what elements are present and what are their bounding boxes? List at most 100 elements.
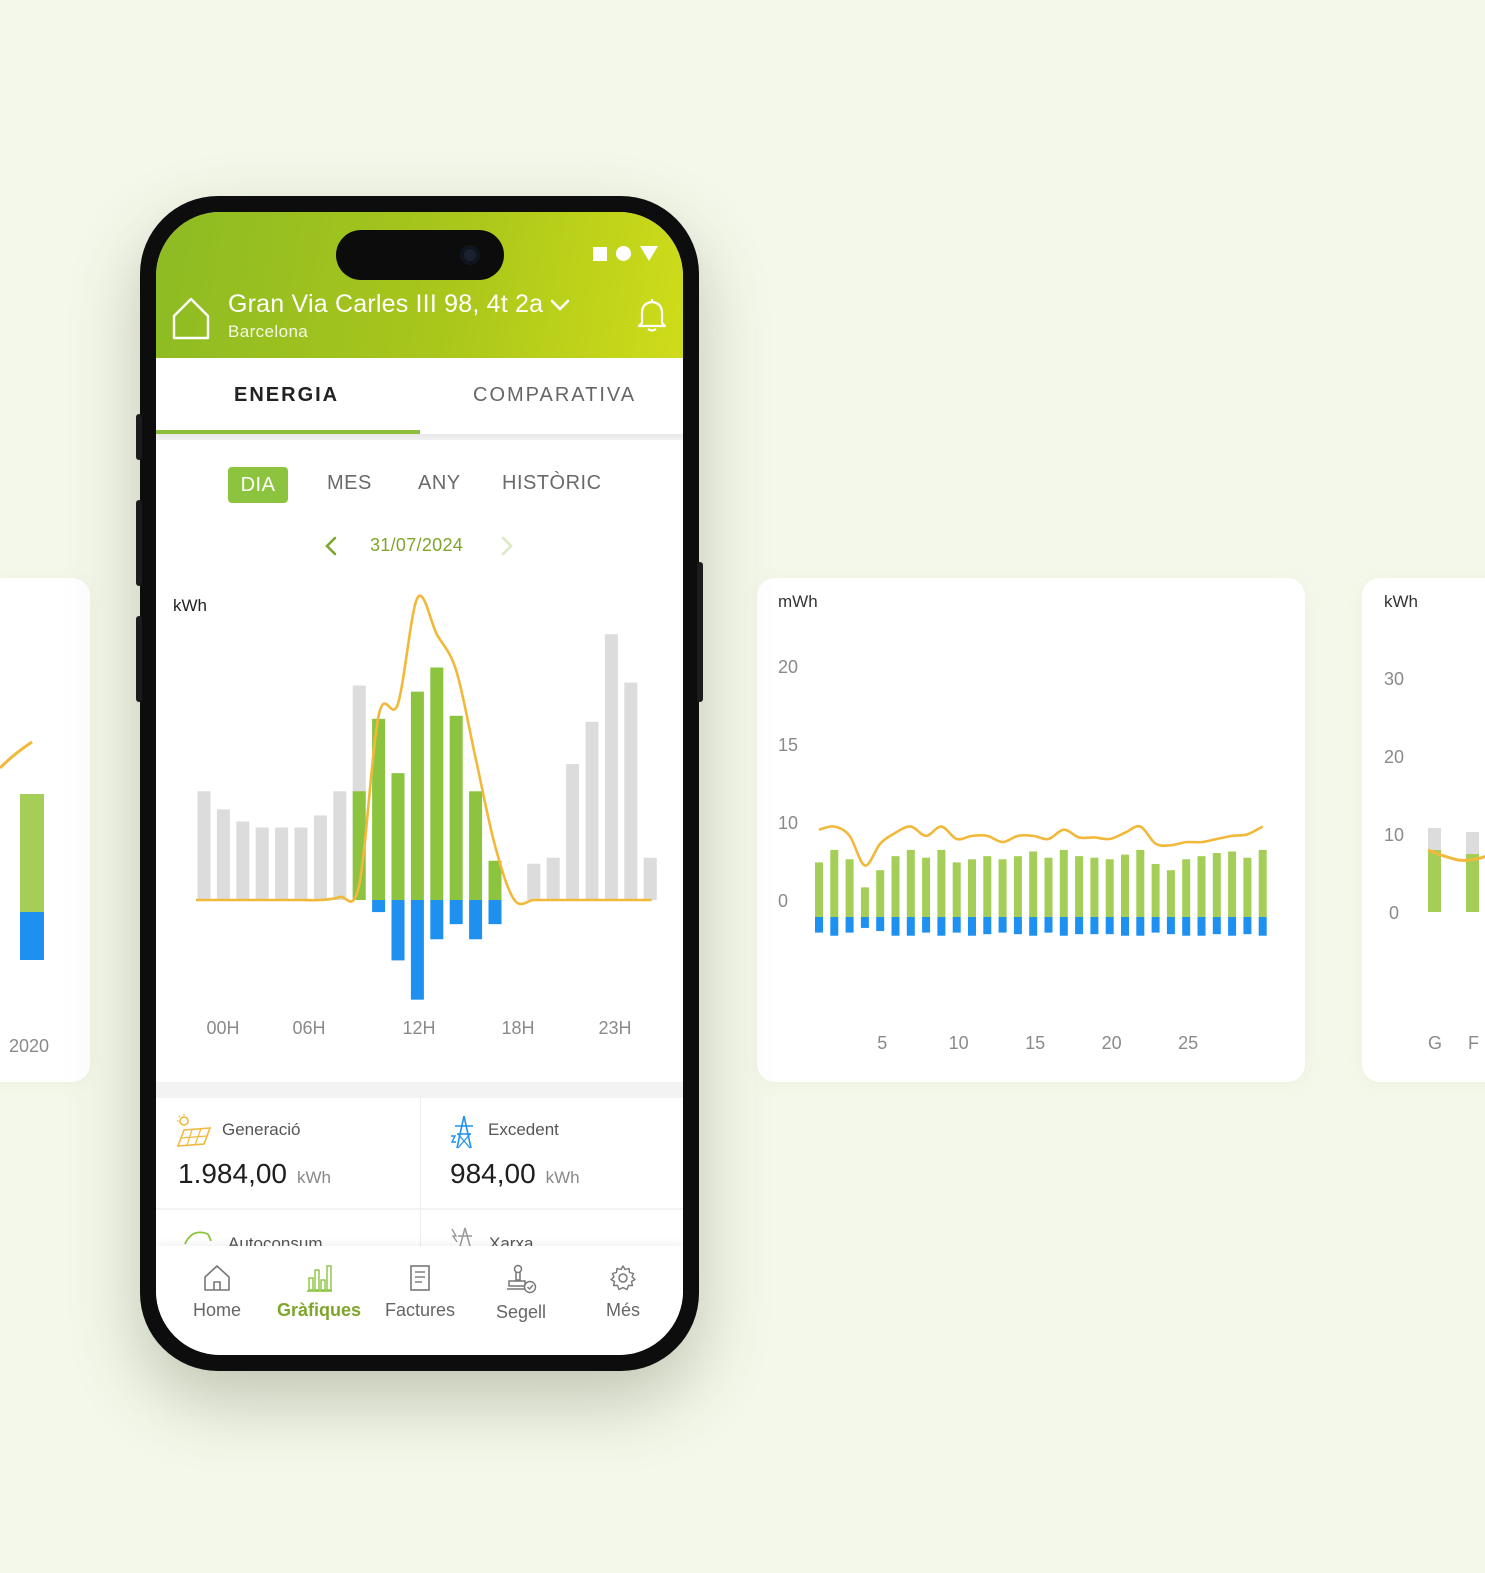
app-header: Gran Via Carles III 98, 4t 2a Barcelona [156,212,683,358]
daily-x-tick: 23H [598,1018,631,1038]
consumption-bar [216,809,230,900]
selected-date: 31/07/2024 [370,535,464,555]
surplus-bar [469,900,483,940]
tab-energia[interactable]: ENERGIA [234,384,340,406]
dynamic-island [336,230,504,280]
consumption-bar [566,764,580,900]
home-icon [204,1265,230,1291]
consumption-bar [527,863,541,900]
period-mes-button[interactable]: MES [327,472,372,494]
surplus-bar [488,900,502,925]
monthly-generation-bar [952,862,961,917]
stats-row: Generació 1.984,00 kWh Excedent 984,00 kWh [156,1098,683,1208]
consumption-bar [585,721,599,900]
nav-grafiques[interactable]: Gràfiques [269,1264,369,1321]
monthly-generation-bar [1166,870,1175,917]
consumption-bar [643,857,657,900]
monthly-generation-bar [1090,857,1099,917]
monthly-surplus-bar [1075,917,1084,935]
consumption-bar [333,791,347,900]
surplus-bar [410,900,424,1000]
period-historic-button[interactable]: HISTÒRIC [502,472,602,494]
period-dia-button[interactable]: DIA [228,467,288,503]
address-city: Barcelona [228,322,309,341]
monthly-unit-label: mWh [778,592,818,611]
nav-mes[interactable]: Més [573,1264,673,1321]
chevron-down-icon[interactable] [550,298,570,312]
stat-excedent[interactable]: Excedent 984,00 kWh [421,1098,683,1208]
monthly-surplus-bar [1228,917,1237,936]
tab-comparativa[interactable]: COMPARATIVA [473,384,637,406]
yearly-y-tick: 30 [1384,669,1404,689]
stat-generacio-value-wrap: 1.984,00 kWh [178,1158,331,1190]
monthly-surplus-bar [968,917,976,936]
monthly-surplus-bar [937,917,946,936]
monthly-generation-bar [1151,863,1160,917]
daily-unit-label: kWh [173,596,207,615]
monthly-surplus-bar [891,917,900,936]
chevron-left-icon[interactable] [324,536,338,556]
monthly-generation-bar [1228,851,1237,917]
monthly-generation-bar [1105,859,1114,917]
monthly-surplus-bar [1212,917,1221,935]
nav-factures[interactable]: Factures [370,1264,470,1321]
invoice-icon [410,1265,430,1291]
phone-frame: Gran Via Carles III 98, 4t 2a Barcelona … [136,196,703,1371]
power-tower-icon [450,1115,473,1149]
historic-line [0,740,33,770]
nav-home[interactable]: Home [167,1264,267,1321]
monthly-generation-bar [845,859,854,917]
stat-generacio-value: 1.984,00 [178,1158,287,1189]
monthly-generation-bar [1044,857,1053,917]
monthly-generation-bar [1059,849,1068,917]
monthly-generation-bar [1075,856,1084,917]
consumption-bar [546,857,560,900]
monthly-surplus-bar [952,917,961,933]
stat-excedent-unit: kWh [545,1168,580,1187]
monthly-generation-bar [891,856,900,917]
monthly-surplus-bar [1258,917,1267,936]
stat-generacio[interactable]: Generació 1.984,00 kWh [156,1098,419,1208]
energy-chart-card: DIA MES ANY HISTÒRIC 31/07/2024 kWh 00H 0… [156,440,683,1082]
yearly-chart: 30 20 10 0 G F [1384,669,1485,1053]
yearly-bar-green [1466,854,1479,912]
monthly-generation-bar [1029,851,1038,917]
nav-segell[interactable]: Segell [471,1264,571,1323]
monthly-generation-bar [1258,849,1267,917]
address-title[interactable]: Gran Via Carles III 98, 4t 2a [228,290,544,318]
monthly-generation-bar [830,849,839,917]
monthly-surplus-bar [815,917,823,933]
monthly-surplus-bar [1151,917,1160,933]
monthly-generation-bar [968,859,976,917]
back-triangle-icon [640,246,658,261]
monthly-x-tick: 5 [877,1033,887,1053]
monthly-generation-bar [1212,853,1221,917]
monthly-y-tick: 0 [778,891,788,911]
consumption-bar [236,821,250,900]
monthly-x-tick: 15 [1025,1033,1045,1053]
chevron-right-icon[interactable] [500,536,514,556]
monthly-generation-bar [1013,856,1022,917]
monthly-surplus-bar [845,917,854,933]
bottom-navigation: Home Gràfiques Factur [156,1246,683,1355]
consumption-bar [275,827,289,900]
generation-bar [391,773,405,900]
historic-bar-blue [20,912,44,960]
recents-icon [593,246,607,261]
mute-switch [136,414,142,460]
generation-bar [449,715,463,900]
monthly-line [818,824,1264,867]
nav-grafiques-label: Gràfiques [276,1300,362,1320]
consumption-bar [313,815,327,900]
monthly-y-tick: 15 [778,735,798,755]
status-bar-icons [593,246,658,261]
generation-bar [430,667,444,900]
period-any-button[interactable]: ANY [418,472,461,494]
bell-icon[interactable] [638,298,666,332]
yearly-y-tick: 20 [1384,747,1404,767]
stat-excedent-value: 984,00 [450,1158,536,1189]
monthly-x-tick: 20 [1102,1033,1122,1053]
solar-panel-icon [176,1114,212,1147]
monthly-surplus-bar [998,917,1007,933]
stat-divider [420,1098,421,1208]
